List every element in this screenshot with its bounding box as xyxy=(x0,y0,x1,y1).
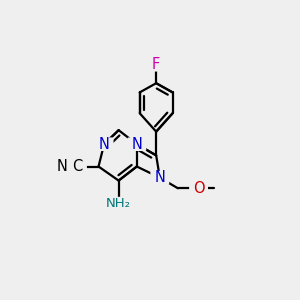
FancyBboxPatch shape xyxy=(52,160,71,173)
FancyBboxPatch shape xyxy=(189,182,208,195)
Text: N: N xyxy=(56,159,67,174)
Text: NH₂: NH₂ xyxy=(106,197,131,210)
FancyBboxPatch shape xyxy=(147,58,166,72)
Text: N: N xyxy=(131,137,142,152)
FancyBboxPatch shape xyxy=(150,171,169,184)
Text: C: C xyxy=(72,159,82,174)
FancyBboxPatch shape xyxy=(128,137,146,151)
Text: O: O xyxy=(193,181,204,196)
Text: F: F xyxy=(152,57,160,72)
FancyBboxPatch shape xyxy=(68,160,87,173)
FancyBboxPatch shape xyxy=(100,197,137,210)
Text: N: N xyxy=(154,170,165,185)
FancyBboxPatch shape xyxy=(95,137,113,151)
Text: N: N xyxy=(99,137,110,152)
